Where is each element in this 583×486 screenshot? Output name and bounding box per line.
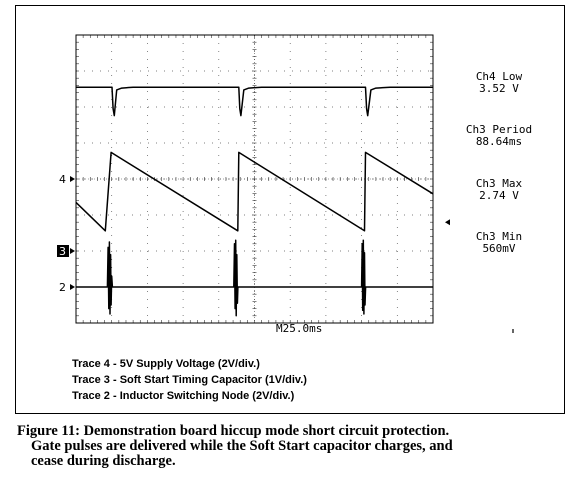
caption-line-2: Gate pulses are delivered while the Soft… — [31, 438, 453, 454]
timebase-label: M25.0ms — [276, 322, 323, 335]
legend-entry-trace-4: Trace 4 - 5V Supply Voltage (2V/div.) — [72, 358, 260, 370]
measurement-label: Ch4 Low — [475, 70, 523, 83]
channel-marker-3: 3 — [59, 245, 66, 258]
trigger-level-marker — [445, 219, 450, 226]
legend-entry-trace-2: Trace 2 - Inductor Switching Node (2V/di… — [72, 390, 295, 402]
graticule-border — [75, 34, 434, 324]
trace-3-line — [75, 151, 434, 232]
figure-caption: Figure 11: Demonstration board hiccup mo… — [17, 424, 557, 469]
channel-marker-3-box — [57, 245, 69, 257]
oscilloscope-plot: 4 3 2 — [57, 34, 514, 333]
measurement-value: 3.52 V — [479, 82, 519, 95]
channel-marker-2-arrow — [70, 284, 75, 290]
measurement-value: 2.74 V — [479, 189, 519, 202]
measurement-ch3-period: Ch3 Period 88.64ms — [454, 124, 544, 148]
channel-marker-4: 4 — [59, 173, 66, 186]
trace-legend: Trace 4 - 5V Supply Voltage (2V/div.) Tr… — [72, 356, 307, 404]
channel-marker-3-arrow — [70, 248, 75, 254]
measurement-ch3-min: Ch3 Min 560mV — [454, 231, 544, 255]
trace-4-line — [76, 86, 433, 117]
figure-frame: 4 3 2 Ch4 Low 3.52 V Ch3 Period 88.64ms Ch… — [15, 5, 565, 414]
measurement-label: Ch3 Min — [475, 230, 523, 243]
measurement-ch4-low: Ch4 Low 3.52 V — [454, 71, 544, 95]
measurement-value: 88.64ms — [475, 135, 523, 148]
measurement-ch3-max: Ch3 Max 2.74 V — [454, 178, 544, 202]
measurement-label: Ch3 Max — [475, 177, 523, 190]
measurement-value: 560mV — [482, 242, 516, 255]
legend-entry-trace-3: Trace 3 - Soft Start Timing Capacitor (1… — [72, 374, 307, 386]
caption-line-3: cease during discharge. — [31, 453, 176, 469]
trace-2-line — [76, 239, 433, 317]
channel-marker-4-arrow — [70, 176, 75, 182]
measurement-label: Ch3 Period — [465, 123, 533, 136]
channel-marker-2: 2 — [59, 281, 66, 294]
caption-line-1: Figure 11: Demonstration board hiccup mo… — [17, 423, 450, 439]
